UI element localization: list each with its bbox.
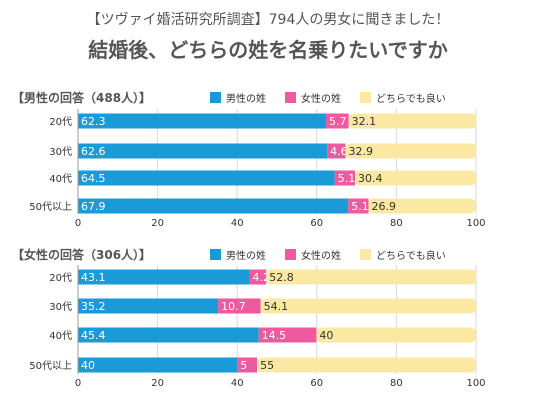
- chart2-bar-value-3-2: 14.5: [262, 329, 287, 342]
- chart2-x-tick-1: 20: [151, 378, 164, 389]
- chart2-x-tick-0: 0: [75, 378, 81, 389]
- chart2-legend-swatch-1: [210, 249, 221, 260]
- chart1-bar-1-3: [348, 113, 477, 129]
- chart1-legend-label-3: どちらでも良い: [376, 92, 446, 105]
- chart2-category-label-2: 30代: [49, 301, 72, 313]
- chart2-legend-label-3: どちらでも良い: [376, 249, 446, 262]
- chart2-legend-swatch-2: [285, 249, 296, 260]
- chart2-bar-1-2: [249, 269, 267, 285]
- chart2-bar-value-2-2: 10.7: [221, 300, 246, 313]
- chart2-bar-2-2: [218, 298, 261, 314]
- chart2-bar-1-1: [78, 269, 250, 285]
- chart1-x-tick-3: 60: [310, 218, 323, 229]
- chart1-x-tick-2: 40: [231, 218, 244, 229]
- chart2-bar-value-1-2: 4.2: [253, 271, 271, 284]
- chart1-x-tick-0: 0: [75, 218, 81, 229]
- chart2-bar-value-2-1: 35.2: [81, 300, 106, 313]
- chart2-bar-value-1-1: 43.1: [81, 271, 106, 284]
- chart1-bar-1-2: [325, 113, 349, 129]
- chart2-x-tick-3: 60: [310, 378, 323, 389]
- header-question: 結婚後、どちらの姓を名乗りたいですか: [88, 38, 448, 62]
- chart1-bar-value-2-2: 4.6: [330, 145, 348, 158]
- header-survey-line: 【ツヴァイ婚活研究所調査】794人の男女に聞きました！: [86, 12, 450, 28]
- chart2-bar-value-2-3: 54.1: [264, 300, 289, 313]
- chart2-x-tick-4: 80: [390, 378, 403, 389]
- chart1-bar-value-2-1: 62.6: [81, 145, 106, 158]
- chart2-bar-3-3: [316, 327, 476, 343]
- chart1-x-tick-1: 20: [151, 218, 164, 229]
- chart1-bar-2-3: [345, 143, 477, 159]
- chart2-bar-value-4-2: 5: [240, 359, 247, 372]
- chart1-bar-4-1: [78, 198, 349, 214]
- chart1-bar-value-4-2: 5.1: [351, 200, 369, 213]
- chart2-bar-4-1: [78, 357, 238, 373]
- chart1-legend-label-2: 女性の姓: [301, 92, 341, 105]
- chart1-bar-4-2: [348, 198, 369, 214]
- chart1-bar-3-2: [334, 170, 356, 186]
- chart1-bar-value-1-2: 5.7: [329, 115, 347, 128]
- chart2-bar-4-3: [257, 357, 476, 373]
- chart2-legend-swatch-3: [360, 249, 371, 260]
- chart2-bar-3-2: [258, 327, 317, 343]
- chart2-bar-2-3: [260, 298, 476, 314]
- chart1-legend-swatch-3: [360, 92, 371, 103]
- chart2-bar-3-1: [78, 327, 259, 343]
- chart1-x-tick-4: 80: [390, 218, 403, 229]
- chart2-legend-label-1: 男性の姓: [226, 249, 266, 262]
- chart2-bar-value-4-3: 55: [260, 359, 274, 372]
- chart1-bar-value-3-2: 5.1: [338, 172, 356, 185]
- chart1-bar-value-3-3: 30.4: [358, 172, 383, 185]
- chart1-category-label-3: 40代: [49, 173, 72, 185]
- chart1-bar-value-4-3: 26.9: [372, 200, 397, 213]
- chart1-bar-value-2-3: 32.9: [348, 145, 373, 158]
- chart1-category-label-2: 30代: [49, 146, 72, 158]
- chart1-category-label-1: 20代: [49, 116, 72, 128]
- chart2-bar-4-2: [237, 357, 258, 373]
- chart2-bar-value-4-1: 40: [81, 359, 95, 372]
- chart1-legend-swatch-1: [210, 92, 221, 103]
- chart1-bar-2-2: [327, 143, 346, 159]
- chart1-legend-swatch-2: [285, 92, 296, 103]
- chart1-x-tick-5: 100: [466, 218, 485, 229]
- chart1-legend-label-1: 男性の姓: [226, 92, 266, 105]
- chart1-title: 【男性の回答（488人）】: [12, 90, 151, 105]
- chart2-bar-value-1-3: 52.8: [269, 271, 294, 284]
- chart1-bar-value-1-1: 62.3: [81, 115, 106, 128]
- chart2-x-tick-5: 100: [466, 378, 485, 389]
- chart1-bar-1-1: [78, 113, 326, 129]
- chart1-bar-4-3: [368, 198, 476, 214]
- chart2-bar-2-1: [78, 298, 219, 314]
- chart1-bar-value-4-1: 67.9: [81, 200, 106, 213]
- chart2-title: 【女性の回答（306人）】: [12, 247, 151, 262]
- chart2-legend-label-2: 女性の姓: [301, 249, 341, 262]
- chart2-bar-1-3: [266, 269, 477, 285]
- chart1-category-label-4: 50代以上: [29, 201, 72, 213]
- chart2-x-tick-2: 40: [231, 378, 244, 389]
- chart2-category-label-4: 50代以上: [29, 360, 72, 372]
- chart1-bar-value-1-3: 32.1: [352, 115, 377, 128]
- chart1-bar-3-1: [78, 170, 335, 186]
- chart2-category-label-1: 20代: [49, 272, 72, 284]
- chart1-bar-value-3-1: 64.5: [81, 172, 106, 185]
- chart2-category-label-3: 40代: [49, 330, 72, 342]
- chart2-bar-value-3-1: 45.4: [81, 329, 106, 342]
- chart2-bar-value-3-3: 40: [319, 329, 333, 342]
- chart1-bar-2-1: [78, 143, 328, 159]
- chart1-bar-3-3: [355, 170, 476, 186]
